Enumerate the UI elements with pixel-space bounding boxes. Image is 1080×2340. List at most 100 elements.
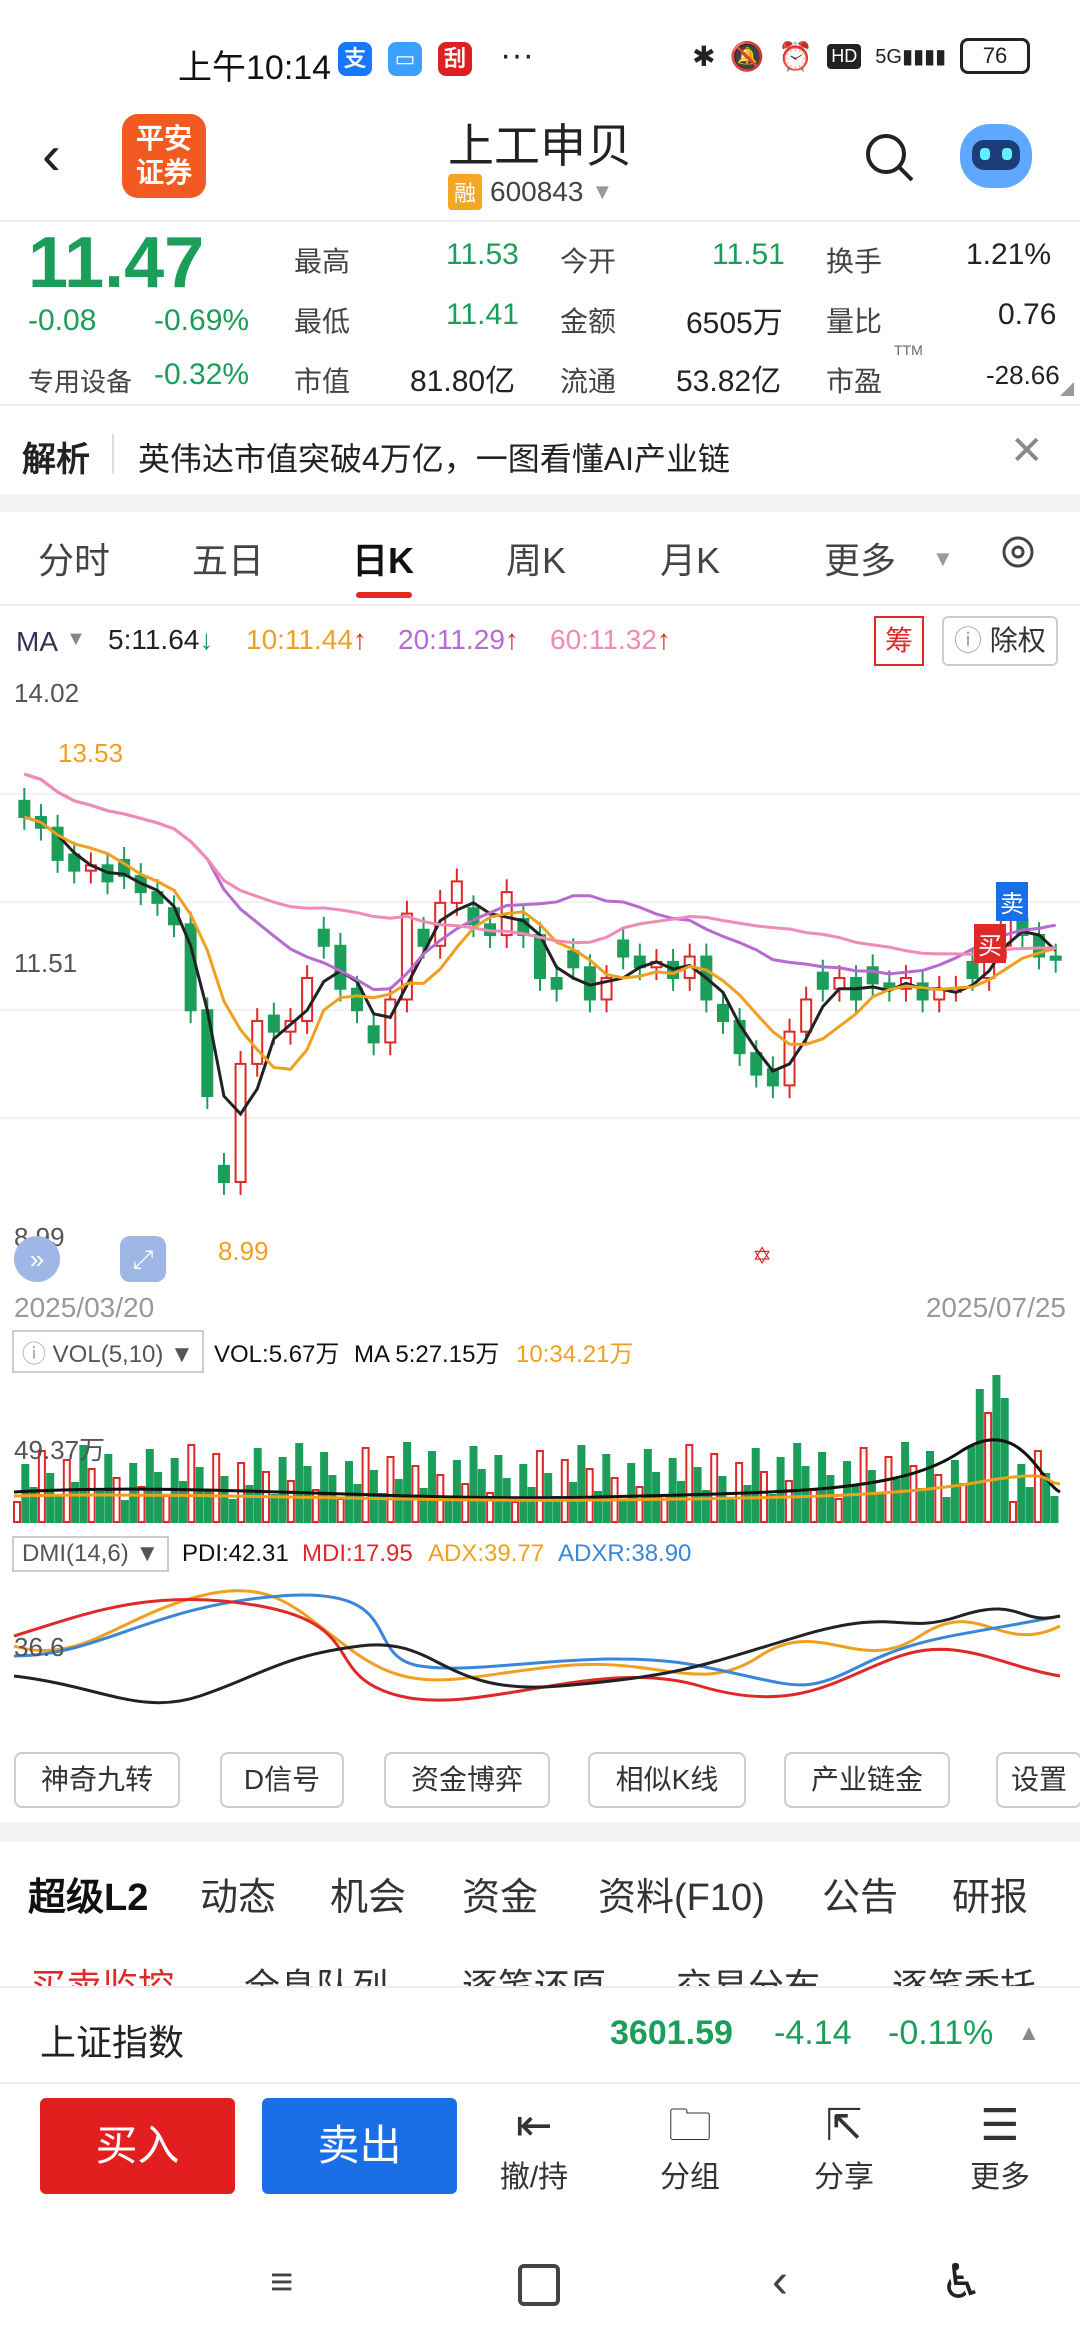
chip-capital-game[interactable]: 资金博弈: [384, 1752, 550, 1808]
tab-research[interactable]: 研报: [952, 1877, 1029, 1919]
tab-monthly-k[interactable]: 月K: [660, 540, 721, 581]
tab-wuri[interactable]: 五日: [192, 540, 265, 581]
subtab-queue[interactable]: 全息队列: [244, 1958, 388, 1986]
volume-bar: [37, 1450, 46, 1523]
tab-announcements[interactable]: 公告: [822, 1877, 899, 1919]
volume-bar: [685, 1444, 694, 1523]
tab-capital[interactable]: 资金: [462, 1877, 539, 1919]
fullscreen-icon[interactable]: ⤢: [120, 1236, 166, 1282]
date-end: 2025/07/25: [925, 1292, 1066, 1323]
chevron-up-icon[interactable]: ▲: [1018, 2020, 1040, 2045]
turnover-label: 换手: [826, 246, 883, 277]
tab-f10[interactable]: 资料(F10): [598, 1877, 765, 1919]
index-name: 上证指数: [40, 2022, 185, 2063]
chip-settings[interactable]: 设置: [996, 1752, 1080, 1808]
robot-assistant-icon[interactable]: [960, 124, 1032, 188]
share-icon: ⇱: [825, 2101, 863, 2150]
cancel-hold-button[interactable]: ⇤ 撤/持: [474, 2100, 594, 2196]
section-gap: [0, 494, 1080, 512]
broker-logo: 平安 证券: [122, 114, 206, 198]
expand-left-icon[interactable]: »: [14, 1236, 60, 1282]
tab-opportunity[interactable]: 机会: [330, 1877, 407, 1919]
candle-body: [417, 928, 430, 947]
volume-bar: [54, 1496, 63, 1523]
chevron-down-icon: ▼: [591, 179, 614, 204]
volume-bar: [701, 1490, 710, 1523]
chip-similar-k[interactable]: 相似K线: [588, 1752, 746, 1808]
subtab-tick-restore[interactable]: 逐笔还原: [462, 1958, 606, 1986]
sell-button[interactable]: 卖出: [262, 2098, 457, 2194]
ma-selector[interactable]: MA: [16, 626, 58, 657]
news-tag: 解析: [22, 441, 90, 479]
stock-code-selector[interactable]: 融 600843 ▼: [448, 174, 613, 210]
accessibility-icon[interactable]: ♿: [940, 2256, 984, 2309]
share-button[interactable]: ⇱ 分享: [784, 2100, 904, 2196]
volume-chart[interactable]: [0, 1372, 1080, 1532]
tab-super-l2[interactable]: 超级L2: [28, 1877, 149, 1919]
subtab-trade-dist[interactable]: 交易分布: [676, 1958, 820, 1986]
tab-weekly-k[interactable]: 周K: [506, 540, 567, 581]
search-icon[interactable]: [862, 130, 918, 186]
volume-bar: [270, 1494, 279, 1523]
subtab-tick-orders[interactable]: 逐笔委托: [892, 1958, 1036, 1986]
pe-label: 市盈: [826, 366, 883, 397]
volume-bar: [793, 1443, 802, 1523]
quote-panel: 11.47 -0.08 -0.69% 专用设备 -0.32% 最高 11.53 …: [0, 222, 1080, 402]
group-button[interactable]: 🗀 分组: [630, 2100, 750, 2196]
subtab-bid-monitor[interactable]: 买卖监控: [30, 1958, 174, 1986]
volume-bar: [1050, 1496, 1059, 1523]
volume-legend: ⓘ VOL(5,10) ▼ VOL:5.67万 MA 5:27.15万 10:3…: [12, 1330, 1072, 1373]
tab-more[interactable]: 更多: [824, 540, 897, 581]
float-label: 流通: [560, 366, 617, 397]
volume-bar: [353, 1484, 362, 1523]
volume-bar: [295, 1443, 304, 1523]
tab-daily-k[interactable]: 日K: [352, 540, 414, 581]
news-banner[interactable]: 解析 英伟达市值突破4万亿，一图看懂AI产业链 ✕: [0, 410, 1080, 500]
chip-industry-chain[interactable]: 产业链金: [784, 1752, 950, 1808]
ex-rights-button[interactable]: ⓘ 除权: [942, 616, 1058, 666]
battery-icon: 76: [960, 38, 1030, 74]
chip-d-signal[interactable]: D信号: [220, 1752, 344, 1808]
open-value: 11.51: [712, 238, 785, 271]
volume-bar: [220, 1476, 229, 1523]
candlestick-chart[interactable]: [0, 676, 1080, 1276]
tab-fenshi[interactable]: 分时: [38, 540, 111, 581]
gear-icon[interactable]: [996, 530, 1040, 574]
event-star-icon[interactable]: ✡: [752, 1243, 773, 1270]
more-button[interactable]: ☰ 更多: [940, 2100, 1060, 2196]
close-icon[interactable]: ✕: [1010, 429, 1044, 473]
tab-dynamic[interactable]: 动态: [200, 1877, 277, 1919]
volume-bar: [934, 1474, 943, 1523]
candle-body: [18, 799, 31, 818]
dmi-chart[interactable]: [0, 1576, 1080, 1736]
back-nav-icon[interactable]: ‹: [772, 2255, 788, 2308]
ma10-line: [23, 815, 1057, 1071]
volume-bar: [594, 1491, 602, 1523]
candle-body: [567, 950, 580, 969]
candle-body: [367, 1025, 380, 1044]
index-ticker[interactable]: 上证指数 3601.59 -4.14 -0.11% ▲: [0, 1986, 1080, 2084]
news-text: 英伟达市值突破4万亿，一图看懂AI产业链: [138, 441, 731, 477]
chip-nine-turn[interactable]: 神奇九转: [14, 1752, 180, 1808]
home-icon[interactable]: [518, 2264, 560, 2306]
volume-bar: [917, 1488, 926, 1523]
volume-bar: [336, 1498, 345, 1523]
back-icon[interactable]: ‹: [42, 123, 61, 186]
max-price-mark: 13.53: [58, 738, 124, 768]
volume-indicator-selector[interactable]: ⓘ VOL(5,10) ▼: [12, 1330, 204, 1373]
dmi-pdi-line: [13, 1607, 1061, 1705]
candle-body: [617, 939, 630, 958]
menu-icon[interactable]: ≡: [270, 2260, 294, 2304]
info-icon: ⓘ: [954, 625, 990, 656]
index-pct: -0.11%: [888, 2014, 994, 2052]
volume-bar: [884, 1456, 893, 1523]
chip-distribution-button[interactable]: 筹: [874, 616, 924, 666]
volume-bar: [909, 1465, 918, 1523]
sector-pct: -0.32%: [154, 358, 250, 391]
sector-name[interactable]: 专用设备: [28, 367, 133, 397]
volume-bar: [834, 1498, 843, 1523]
buy-button[interactable]: 买入: [40, 2098, 235, 2194]
expand-corner-icon[interactable]: [1060, 382, 1074, 396]
dmi-indicator-selector[interactable]: DMI(14,6) ▼: [12, 1536, 170, 1572]
volume-bar: [511, 1501, 519, 1523]
